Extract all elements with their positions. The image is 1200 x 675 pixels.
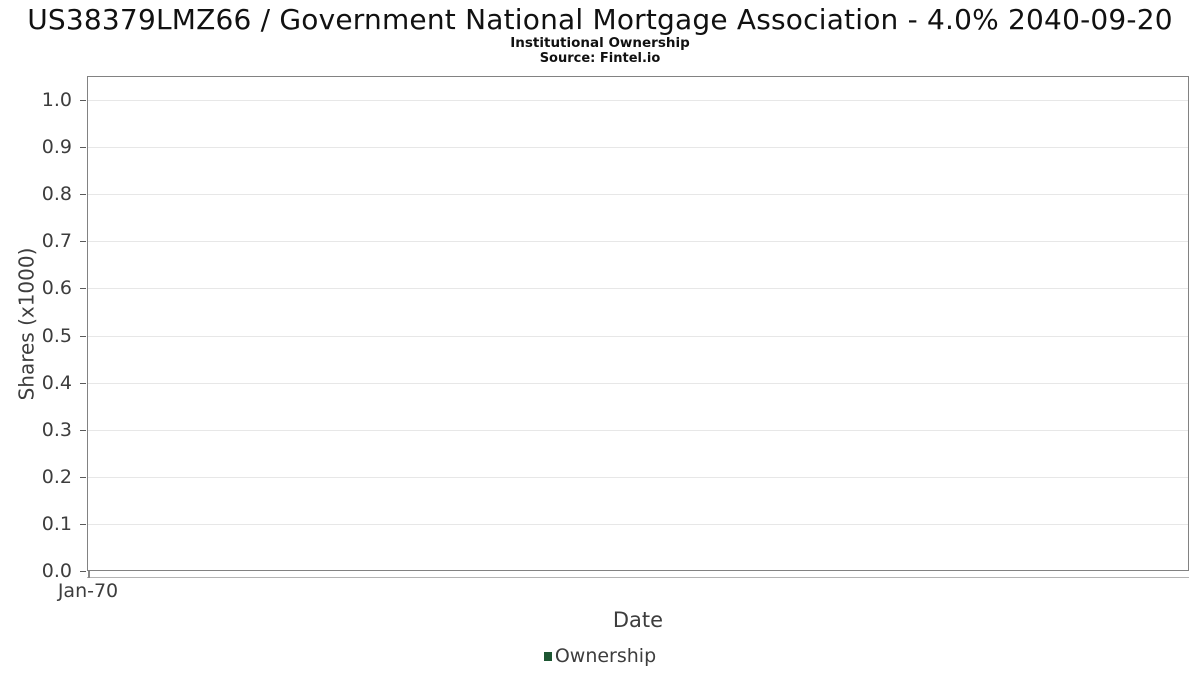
y-tick-mark [80, 147, 86, 149]
y-tick-label: 0.1 [41, 512, 72, 535]
chart-title: US38379LMZ66 / Government National Mortg… [27, 3, 1173, 36]
y-tick-label: 0.6 [41, 277, 72, 300]
x-tick-mark [88, 571, 90, 578]
y-tick-mark [80, 523, 86, 525]
y-gridline [88, 335, 1188, 337]
y-tick-label: 1.0 [41, 89, 72, 111]
y-tick-mark [80, 571, 86, 572]
y-tick-label: 0.3 [41, 418, 72, 441]
y-tick-mark [80, 429, 86, 431]
y-gridline [88, 241, 1188, 243]
y-gridline [88, 100, 1188, 101]
y-tick-label: 0.4 [41, 371, 72, 394]
y-gridline [88, 523, 1188, 525]
legend: Ownership [0, 645, 1200, 667]
y-tick-label: 0.9 [41, 136, 72, 159]
y-tick-mark [80, 335, 86, 337]
y-gridline [88, 429, 1188, 431]
x-tick-label: Jan-70 [57, 580, 119, 602]
legend-marker-icon [543, 651, 552, 661]
y-gridline [88, 476, 1188, 478]
y-tick-mark [80, 194, 86, 196]
y-tick-label: 0.0 [41, 560, 72, 582]
y-tick-label: 0.2 [41, 465, 72, 488]
y-tick-mark [80, 241, 86, 243]
plot-area: 0.0 0.1 0.2 0.3 0.4 0.5 0.6 0.7 0.8 0.9 1.0 [42, 76, 1189, 581]
y-tick-mark [80, 476, 86, 478]
x-axis-label: Date [612, 608, 664, 632]
y-gridline [88, 288, 1188, 290]
y-tick-label: 0.8 [41, 183, 72, 206]
y-tick-mark [80, 100, 86, 101]
y-tick-mark [80, 288, 86, 290]
chart-source-note: Source: Fintel.io [539, 51, 661, 66]
chart-subtitle: Institutional Ownership [510, 35, 690, 51]
y-gridline [88, 147, 1188, 149]
y-tick-label: 0.5 [41, 324, 72, 347]
y-tick-label: 0.7 [41, 230, 72, 253]
y-tick-mark [80, 382, 86, 384]
y-gridline [88, 382, 1188, 384]
y-gridline [88, 194, 1188, 196]
x-axis-line [87, 577, 1189, 578]
legend-label: Ownership [554, 645, 657, 667]
